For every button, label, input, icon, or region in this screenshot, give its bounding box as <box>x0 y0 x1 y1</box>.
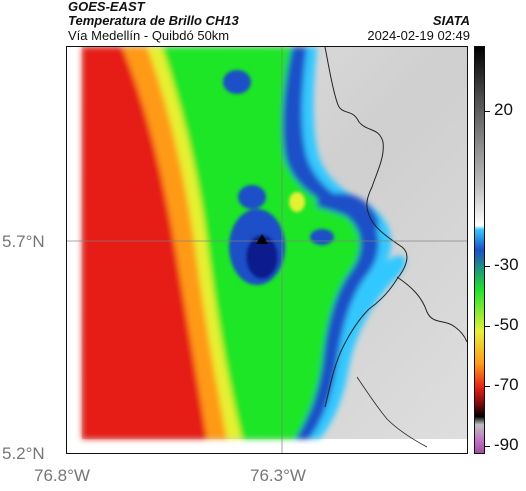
satellite-title: GOES-EAST <box>68 0 145 14</box>
cold-core-5 <box>310 229 334 245</box>
cyan-fringe <box>302 47 406 439</box>
colorbar-label-minus-70: -70 <box>494 375 519 394</box>
lat-label-5-2: 5.2°N <box>2 444 45 463</box>
map-panel[interactable] <box>66 46 468 454</box>
warm-spot <box>289 192 305 212</box>
blue-edge <box>282 47 379 439</box>
lon-label-76-8: 76.8°W <box>34 466 90 485</box>
colorbar-label-minus-90: -90 <box>494 435 519 454</box>
route-subtitle: Vía Medellín - Quibdó 50km <box>68 28 230 43</box>
source-label: SIATA <box>432 13 470 28</box>
cold-core-2 <box>246 235 278 279</box>
colorbar-tick <box>485 326 490 327</box>
cloud-arm <box>317 193 379 233</box>
colorbar-label-minus-50: -50 <box>494 315 519 334</box>
lat-label-5-7: 5.7°N <box>2 232 45 251</box>
colorbar-tick <box>485 386 490 387</box>
product-title: Temperatura de Brillo CH13 <box>68 13 239 28</box>
colorbar-tick <box>485 446 490 447</box>
location-marker <box>256 234 268 244</box>
satellite-image <box>67 47 467 453</box>
colorbar <box>474 46 485 454</box>
red-region <box>82 47 217 439</box>
coastline <box>324 47 408 408</box>
cloud-imagery <box>82 47 467 439</box>
river-line <box>356 376 428 448</box>
cold-core-4 <box>223 70 251 94</box>
lon-label-76-3: 76.3°W <box>250 466 306 485</box>
border-line <box>396 276 467 343</box>
datetime-label: 2024-02-19 02:49 <box>367 28 470 43</box>
colorbar-label-20: 20 <box>494 100 513 119</box>
orange-band <box>122 47 232 439</box>
cold-core-3 <box>238 185 266 209</box>
colorbar-tick <box>485 266 490 267</box>
colorbar-tick <box>485 111 490 112</box>
colorbar-label-minus-30: -30 <box>494 255 519 274</box>
